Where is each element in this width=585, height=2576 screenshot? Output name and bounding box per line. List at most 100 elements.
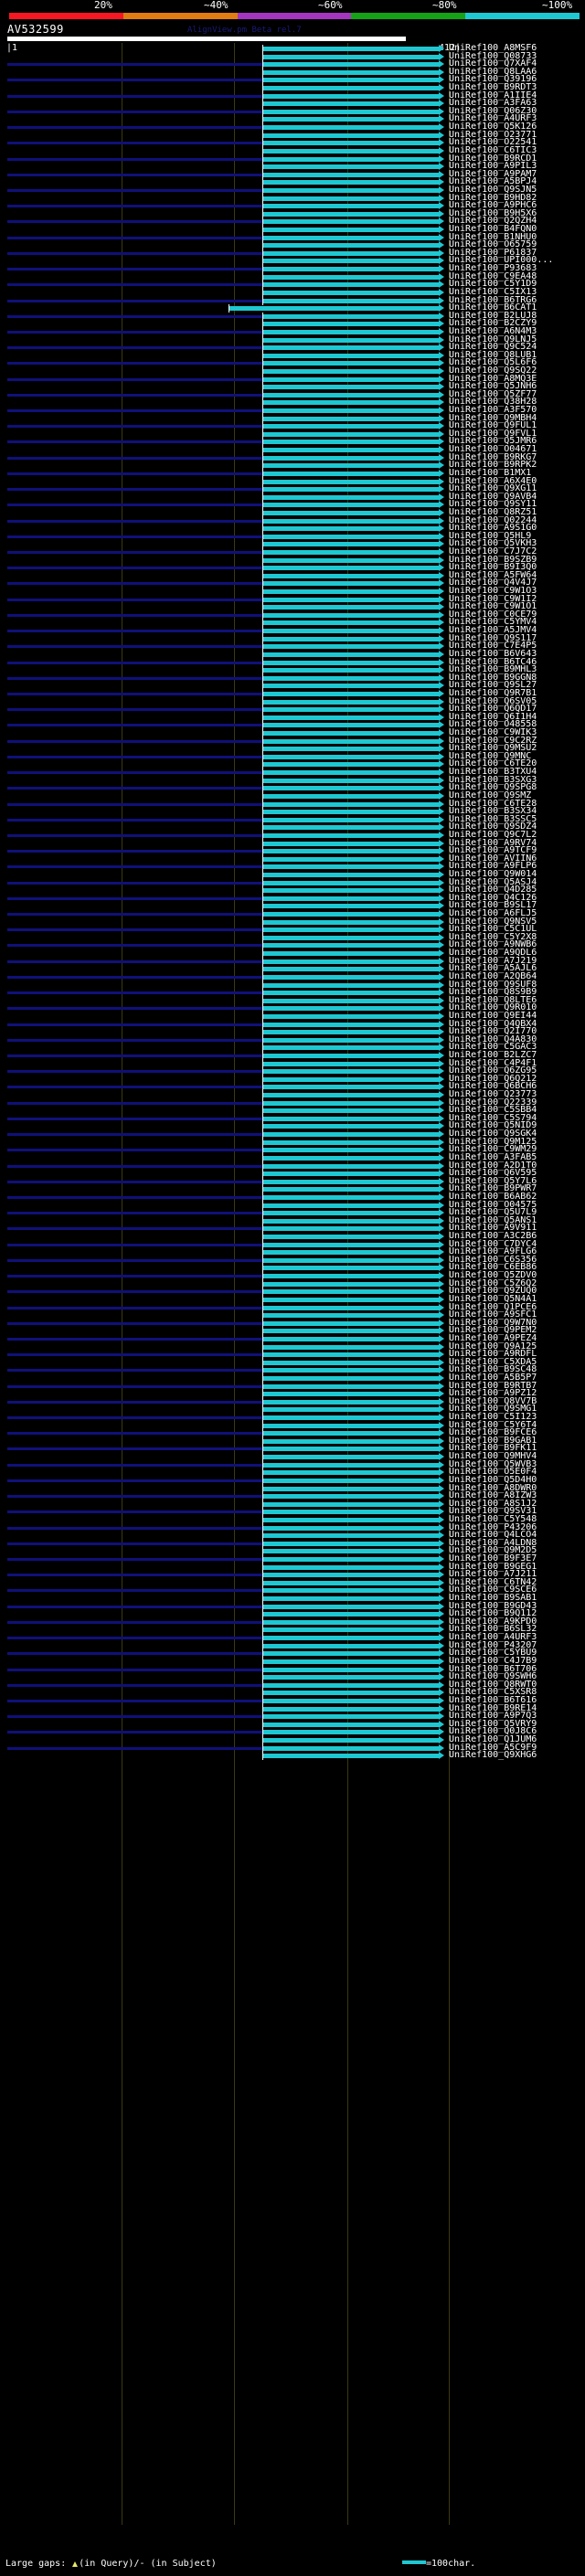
hit-accession-label[interactable]: UniRef100_B9SC48 bbox=[449, 1364, 537, 1375]
hit-alignment-bar[interactable] bbox=[263, 494, 439, 500]
hit-row[interactable]: UniRef100_Q9SY11 bbox=[0, 500, 585, 510]
hit-accession-label[interactable]: UniRef100_Q1JUM6 bbox=[449, 1734, 537, 1745]
hit-accession-label[interactable]: UniRef100_A9SFC1 bbox=[449, 1309, 537, 1320]
hit-row[interactable]: UniRef100_Q9FVL1 bbox=[0, 428, 585, 439]
hit-accession-label[interactable]: UniRef100_B9Q112 bbox=[449, 1608, 537, 1619]
hit-row[interactable]: UniRef100_C6TIC3 bbox=[0, 145, 585, 155]
hit-alignment-bar[interactable] bbox=[263, 707, 439, 713]
hit-row[interactable]: UniRef100_A8DWR0 bbox=[0, 1483, 585, 1493]
hit-accession-label[interactable]: UniRef100_C9WM29 bbox=[449, 1144, 537, 1155]
hit-alignment-bar[interactable] bbox=[263, 566, 439, 571]
hit-row[interactable]: UniRef100_C9WM29 bbox=[0, 1144, 585, 1155]
hit-alignment-bar[interactable] bbox=[263, 274, 439, 280]
hit-row[interactable]: UniRef100_C6TE28 bbox=[0, 799, 585, 809]
hit-accession-label[interactable]: UniRef100_A6N4M3 bbox=[449, 325, 537, 336]
hit-accession-label[interactable]: UniRef100_Q5VKH3 bbox=[449, 538, 537, 549]
hit-accession-label[interactable]: UniRef100_Q9A125 bbox=[449, 1341, 537, 1352]
hit-accession-label[interactable]: UniRef100_Q9C7L2 bbox=[449, 829, 537, 840]
hit-alignment-bar[interactable] bbox=[263, 1132, 439, 1138]
hit-alignment-bar[interactable] bbox=[263, 1211, 439, 1216]
hit-row[interactable]: UniRef100_A8MQ3E bbox=[0, 373, 585, 384]
hit-row[interactable]: UniRef100_Q2I770 bbox=[0, 1027, 585, 1037]
hit-row[interactable]: UniRef100_C9W1O1 bbox=[0, 602, 585, 612]
hit-accession-label[interactable]: UniRef100_Q0J8C6 bbox=[449, 1726, 537, 1737]
hit-alignment-bar[interactable] bbox=[263, 974, 439, 980]
hit-accession-label[interactable]: UniRef100_Q8LTE6 bbox=[449, 994, 537, 1005]
hit-accession-label[interactable]: UniRef100_Q9R010 bbox=[449, 1002, 537, 1013]
hit-alignment-bar[interactable] bbox=[263, 998, 439, 1003]
hit-row[interactable]: UniRef100_B6CAT1 bbox=[0, 303, 585, 313]
hit-row[interactable]: UniRef100_C5S794 bbox=[0, 1113, 585, 1123]
hit-accession-label[interactable]: UniRef100_A9PEZ4 bbox=[449, 1332, 537, 1343]
hit-accession-label[interactable]: UniRef100_C9SCE6 bbox=[449, 1585, 537, 1595]
hit-row[interactable]: UniRef100_C0CE79 bbox=[0, 610, 585, 620]
hit-row[interactable]: UniRef100_C5Y1D9 bbox=[0, 280, 585, 290]
hit-row[interactable]: UniRef100_B9RCD1 bbox=[0, 153, 585, 164]
hit-row[interactable]: UniRef100_A7J211 bbox=[0, 1569, 585, 1580]
hit-row[interactable]: UniRef100_Q5HL9 bbox=[0, 531, 585, 541]
hit-alignment-bar[interactable] bbox=[263, 361, 439, 366]
hit-accession-label[interactable]: UniRef100_O48558 bbox=[449, 719, 537, 730]
hit-alignment-bar[interactable] bbox=[263, 290, 439, 295]
hit-alignment-bar[interactable] bbox=[263, 801, 439, 807]
hit-row[interactable]: UniRef100_B9FK11 bbox=[0, 1444, 585, 1454]
hit-accession-label[interactable]: UniRef100_Q4QBX4 bbox=[449, 1018, 537, 1029]
hit-row[interactable]: UniRef100_Q9SUF8 bbox=[0, 980, 585, 990]
hit-accession-label[interactable]: UniRef100_A5AJL6 bbox=[449, 963, 537, 974]
hit-accession-label[interactable]: UniRef100_Q9SGK4 bbox=[449, 1129, 537, 1140]
hit-alignment-bar[interactable] bbox=[263, 125, 439, 131]
hit-accession-label[interactable]: UniRef100_A5JMV4 bbox=[449, 625, 537, 636]
hit-accession-label[interactable]: UniRef100_Q9LNJ5 bbox=[449, 334, 537, 345]
hit-accession-label[interactable]: UniRef100_Q5NID9 bbox=[449, 1120, 537, 1131]
hit-alignment-bar[interactable] bbox=[263, 778, 439, 783]
hit-row[interactable]: UniRef100_C4P4F1 bbox=[0, 1058, 585, 1068]
hit-row[interactable]: UniRef100_B6TRG6 bbox=[0, 295, 585, 305]
hit-accession-label[interactable]: UniRef100_Q9FVL1 bbox=[449, 428, 537, 439]
hit-accession-label[interactable]: UniRef100_B9RCD1 bbox=[449, 153, 537, 164]
hit-accession-label[interactable]: UniRef100_A8MQ3E bbox=[449, 373, 537, 384]
hit-row[interactable]: UniRef100_A3FA63 bbox=[0, 98, 585, 109]
hit-accession-label[interactable]: UniRef100_B6AB62 bbox=[449, 1191, 537, 1202]
hit-alignment-bar[interactable] bbox=[263, 180, 439, 186]
hit-alignment-bar[interactable] bbox=[263, 1383, 439, 1389]
hit-alignment-bar[interactable] bbox=[263, 141, 439, 146]
hit-accession-label[interactable]: UniRef100_A9RDFL bbox=[449, 1349, 537, 1360]
hit-row[interactable]: UniRef100_B9F3E7 bbox=[0, 1554, 585, 1564]
hit-accession-label[interactable]: UniRef100_Q08733 bbox=[449, 50, 537, 61]
hit-accession-label[interactable]: UniRef100_Q9SDZ4 bbox=[449, 822, 537, 832]
hit-alignment-bar[interactable] bbox=[263, 62, 439, 68]
hit-row[interactable]: UniRef100_Q7XAF4 bbox=[0, 59, 585, 69]
hit-alignment-bar[interactable] bbox=[263, 1627, 439, 1633]
hit-alignment-bar[interactable] bbox=[263, 1226, 439, 1232]
hit-accession-label[interactable]: UniRef100_A6X4E0 bbox=[449, 475, 537, 486]
hit-accession-label[interactable]: UniRef100_A7J211 bbox=[449, 1569, 537, 1580]
hit-alignment-bar[interactable] bbox=[263, 298, 439, 303]
hit-alignment-bar[interactable] bbox=[263, 211, 439, 217]
hit-alignment-bar[interactable] bbox=[263, 518, 439, 524]
hit-row[interactable]: UniRef100_B9MHL3 bbox=[0, 665, 585, 675]
hit-accession-label[interactable]: UniRef100_A4LDN8 bbox=[449, 1537, 537, 1548]
hit-alignment-bar[interactable] bbox=[263, 1297, 439, 1302]
hit-accession-label[interactable]: UniRef100_A3FA63 bbox=[449, 98, 537, 109]
hit-row[interactable]: UniRef100_A8MSF6 bbox=[0, 44, 585, 53]
hit-alignment-bar[interactable] bbox=[263, 1100, 439, 1106]
hit-accession-label[interactable]: UniRef100_B9RKG7 bbox=[449, 451, 537, 462]
hit-accession-label[interactable]: UniRef100_C5GAC3 bbox=[449, 1042, 537, 1053]
hit-accession-label[interactable]: UniRef100_A9TCF9 bbox=[449, 845, 537, 856]
hit-accession-label[interactable]: UniRef100_C4J7B9 bbox=[449, 1655, 537, 1666]
hit-accession-label[interactable]: UniRef100_B9SZB9 bbox=[449, 554, 537, 565]
hit-row[interactable]: UniRef100_A1IIE4 bbox=[0, 90, 585, 101]
hit-accession-label[interactable]: UniRef100_B2CZY9 bbox=[449, 318, 537, 329]
hit-alignment-bar[interactable] bbox=[263, 148, 439, 154]
hit-alignment-bar[interactable] bbox=[263, 1714, 439, 1720]
hit-row[interactable]: UniRef100_A9FLG6 bbox=[0, 1247, 585, 1257]
hit-row[interactable]: UniRef100_Q5N4A1 bbox=[0, 1294, 585, 1304]
hit-accession-label[interactable]: UniRef100_Q6QD17 bbox=[449, 704, 537, 715]
hit-row[interactable]: UniRef100_A9V911 bbox=[0, 1224, 585, 1234]
hit-accession-label[interactable]: UniRef100_Q5K126 bbox=[449, 122, 537, 133]
hit-alignment-bar[interactable] bbox=[263, 385, 439, 390]
hit-accession-label[interactable]: UniRef100_C7DYC4 bbox=[449, 1238, 537, 1249]
hit-alignment-bar[interactable] bbox=[263, 668, 439, 673]
hit-alignment-bar[interactable] bbox=[263, 1722, 439, 1727]
hit-row[interactable]: UniRef100_C9W1I2 bbox=[0, 594, 585, 604]
